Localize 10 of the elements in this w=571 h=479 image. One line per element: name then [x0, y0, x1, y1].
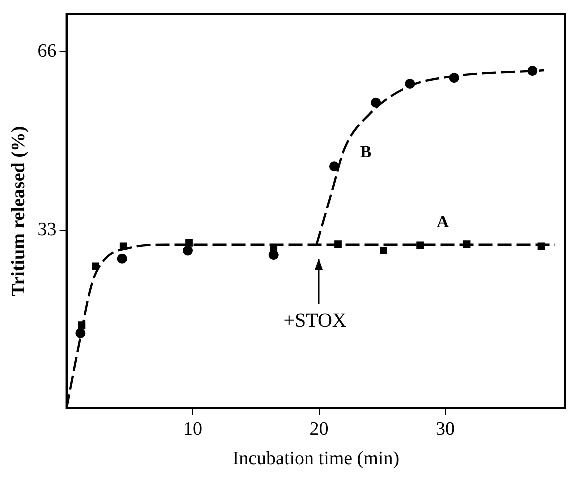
y-axis-title: Tritium released (%)	[8, 126, 30, 297]
x-axis-title: Incubation time (min)	[232, 448, 400, 470]
y-tick-label: 66	[38, 41, 57, 62]
x-tick-label: 10	[184, 418, 203, 440]
series-label: A	[436, 212, 450, 232]
x-tick-label: 30	[436, 418, 456, 440]
y-tick-label: 33	[38, 219, 57, 240]
series-label: B	[360, 142, 372, 162]
ref-line-label: +STOX	[284, 310, 348, 332]
x-tick-label: 20	[310, 418, 329, 440]
